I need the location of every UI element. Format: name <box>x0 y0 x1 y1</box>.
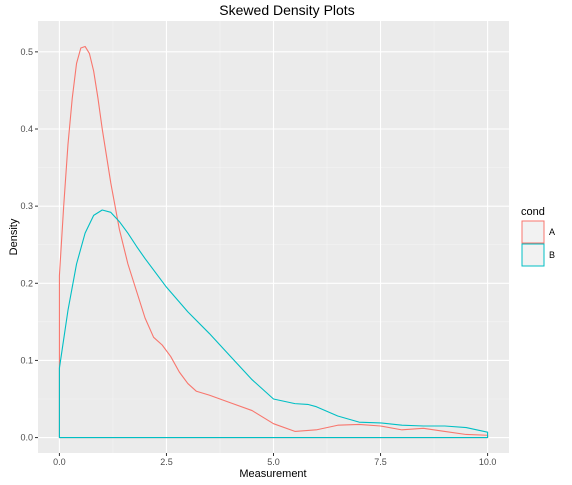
legend-title: cond <box>521 206 545 218</box>
legend: cond A B <box>521 206 555 267</box>
legend-key-b <box>521 243 545 267</box>
y-axis: 0.0 0.1 0.2 0.3 0.4 0.5 <box>20 47 38 443</box>
x-tick-label: 0.0 <box>53 457 66 467</box>
chart-title: Skewed Density Plots <box>219 2 354 18</box>
x-tick-label: 10.0 <box>479 457 497 467</box>
y-tick-label: 0.3 <box>20 201 33 211</box>
y-axis-title: Density <box>8 218 20 255</box>
y-tick-label: 0.2 <box>20 278 33 288</box>
y-tick-label: 0.1 <box>20 355 33 365</box>
legend-key-a <box>521 220 545 244</box>
density-series-a <box>58 45 489 439</box>
y-tick-label: 0.0 <box>20 433 33 443</box>
y-tick-label: 0.4 <box>20 124 33 134</box>
y-tick-label: 0.5 <box>20 47 33 57</box>
x-axis-title: Measurement <box>239 468 306 480</box>
series-layer <box>58 45 489 439</box>
x-tick-label: 5.0 <box>267 457 280 467</box>
density-series-b <box>58 209 489 439</box>
x-axis: 0.0 2.5 5.0 7.5 10.0 <box>53 453 496 467</box>
x-tick-label: 2.5 <box>160 457 173 467</box>
legend-label-b: B <box>549 250 555 260</box>
x-tick-label: 7.5 <box>374 457 387 467</box>
legend-label-a: A <box>549 227 555 237</box>
